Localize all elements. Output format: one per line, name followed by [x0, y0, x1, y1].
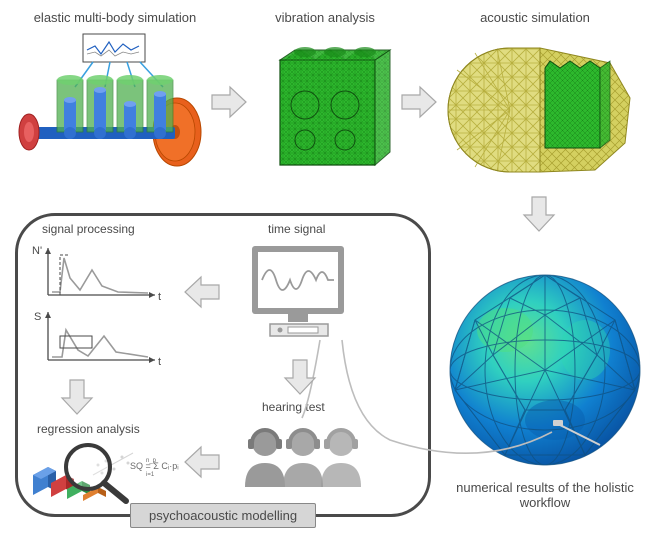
- svg-text:t: t: [158, 356, 161, 368]
- time-signal-label: time signal: [268, 222, 325, 236]
- hearing-label: hearing test: [262, 400, 325, 414]
- signal-proc-label: signal processing: [42, 222, 135, 236]
- svg-text:N': N': [32, 245, 42, 257]
- arrow-2-3: [400, 85, 438, 124]
- stage3-label: acoustic simulation: [455, 10, 615, 25]
- svg-text:S: S: [34, 311, 41, 323]
- stage2-label: vibration analysis: [260, 10, 390, 25]
- time-signal-graphic: [240, 240, 360, 355]
- regression-graphic: SQ = Σ Cᵢ·pᵢ n_p i=1: [28, 435, 188, 510]
- svg-text:i=1: i=1: [146, 472, 155, 478]
- arrow-sp-ra: [60, 378, 94, 421]
- arrow-1-2: [210, 85, 248, 124]
- stage1-label: elastic multi-body simulation: [25, 10, 205, 25]
- signal-proc-graphic: N' t S t: [30, 240, 170, 375]
- hearing-graphic: [235, 415, 375, 500]
- stage1-graphic: [15, 32, 210, 177]
- stage2-graphic: [250, 30, 400, 180]
- svg-text:n_p: n_p: [146, 458, 157, 464]
- arrow-ts-sp: [183, 275, 221, 314]
- stage3-graphic: [435, 28, 640, 183]
- arrow-ht-ra: [183, 445, 221, 484]
- sphere-graphic: [445, 270, 645, 470]
- arrow-3-4: [522, 195, 556, 238]
- arrow-ts-ht: [283, 358, 317, 401]
- svg-text:t: t: [158, 291, 161, 303]
- stage4-label: numerical results of the holistic workfl…: [445, 480, 645, 510]
- regression-label: regression analysis: [37, 422, 140, 436]
